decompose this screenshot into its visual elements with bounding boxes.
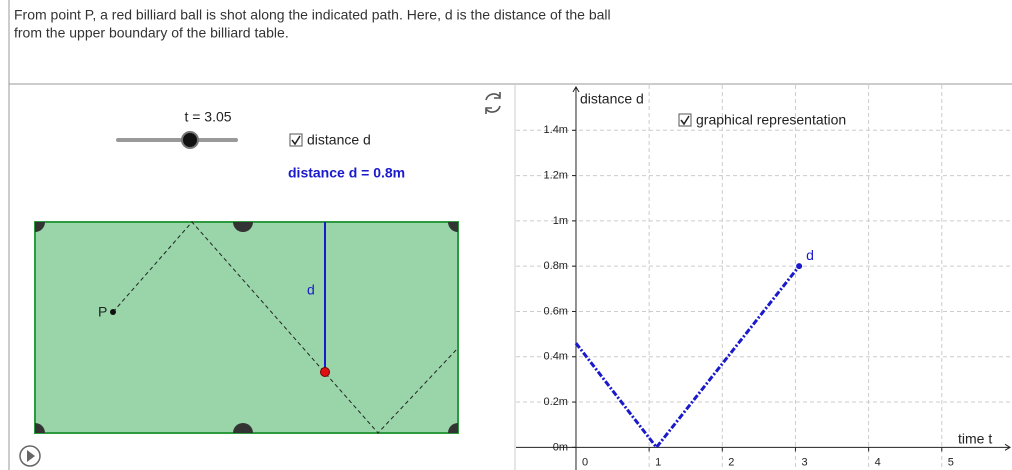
- end-point: [796, 263, 802, 269]
- instruction-line: From point P, a red billiard ball is sho…: [14, 7, 611, 23]
- distance-readout: distance d = 0.8m: [288, 165, 405, 181]
- ball: [321, 368, 330, 377]
- applet: From point P, a red billiard ball is sho…: [0, 0, 1012, 470]
- y-tick-label: 1m: [553, 215, 568, 227]
- y-tick-label: 0.6m: [544, 305, 568, 317]
- x-tick-label: 1: [655, 456, 661, 468]
- x-tick-label: 0: [582, 456, 588, 468]
- point-label: P: [98, 304, 107, 320]
- y-tick-label: 0.2m: [544, 396, 568, 408]
- y-tick-label: 0.4m: [544, 351, 568, 363]
- x-tick-label: 4: [875, 456, 881, 468]
- series-label: d: [806, 247, 814, 263]
- distance-label: d: [307, 282, 315, 298]
- billiard-table: [35, 222, 458, 433]
- y-tick-label: 1.4m: [544, 124, 568, 136]
- checkbox[interactable]: [290, 134, 302, 146]
- play-button[interactable]: [20, 446, 40, 466]
- checkbox-label[interactable]: graphical representation: [696, 112, 846, 128]
- y-axis-label: distance d: [580, 91, 644, 107]
- x-tick-label: 3: [801, 456, 807, 468]
- checkbox-label[interactable]: distance d: [307, 132, 371, 148]
- instruction-line: from the upper boundary of the billiard …: [14, 25, 289, 41]
- checkbox[interactable]: [679, 114, 691, 126]
- slider-knob[interactable]: [182, 132, 198, 148]
- x-tick-label: 5: [948, 456, 954, 468]
- x-axis-label: time t: [958, 431, 992, 447]
- x-tick-label: 2: [728, 456, 734, 468]
- y-tick-label: 1.2m: [544, 169, 568, 181]
- point-p: [110, 309, 116, 315]
- refresh-icon[interactable]: [486, 92, 500, 114]
- slider-label: t = 3.05: [184, 109, 231, 125]
- y-tick-label: 0.8m: [544, 260, 568, 272]
